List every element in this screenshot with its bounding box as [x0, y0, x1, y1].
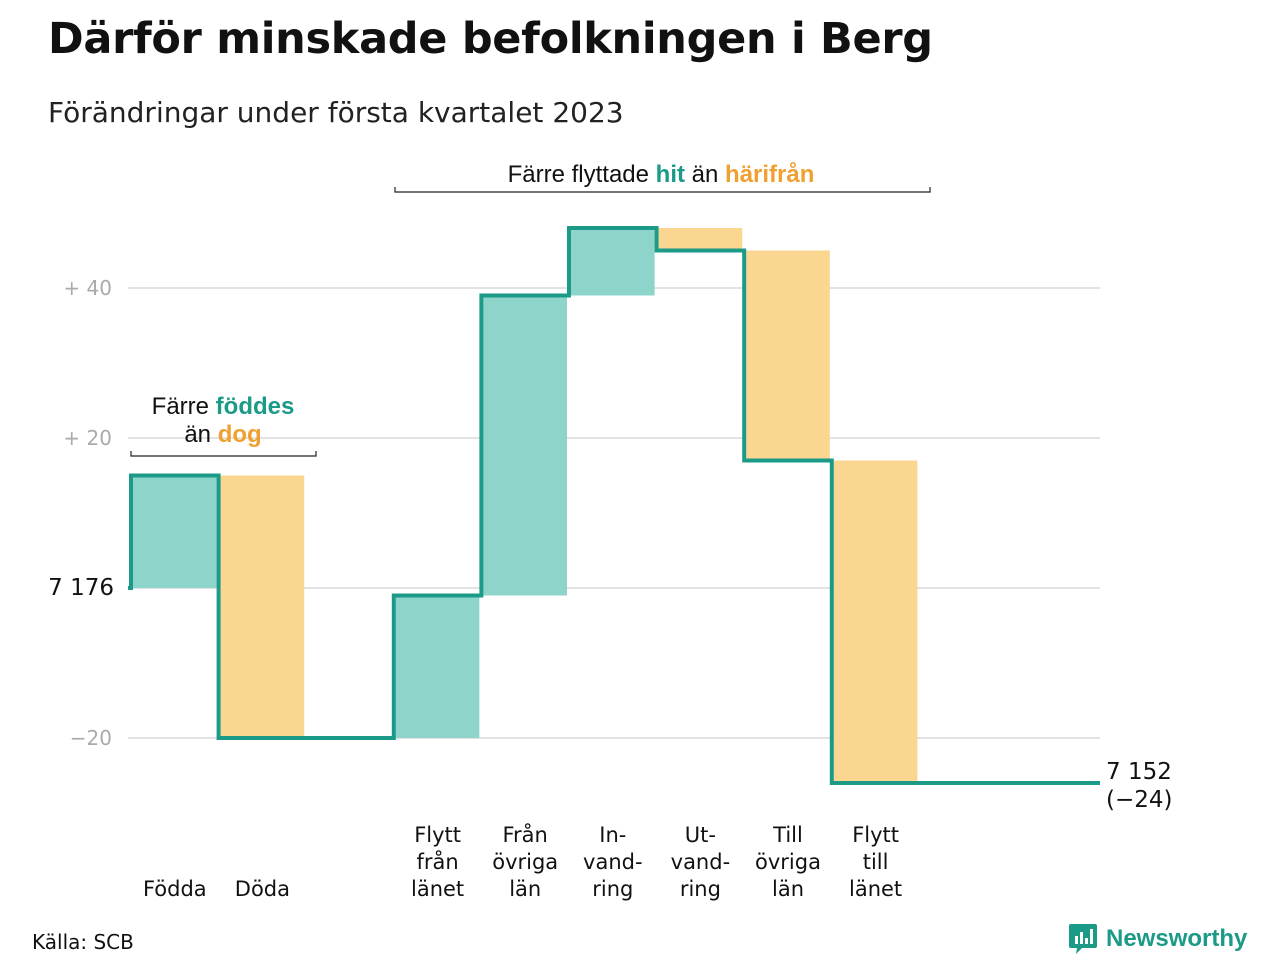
births-annotation-line1: Färre föddes	[152, 393, 295, 420]
chart-title: Därför minskade befolkningen i Berg	[48, 14, 933, 64]
bar-till_ovriga_lan	[746, 250, 830, 461]
migration-annotation: Färre flyttade hit än härifrån	[394, 161, 931, 193]
category-label-flytt_till_lanet: till	[863, 850, 889, 874]
category-label-invandring: vand-	[583, 850, 643, 874]
bar-doda	[220, 475, 305, 738]
brand-name: Newsworthy	[1106, 925, 1248, 952]
bar-fran_ovriga_lan	[483, 295, 567, 596]
category-label-till_ovriga_lan: län	[772, 877, 804, 901]
category-label-utvandring: ring	[680, 877, 721, 901]
level-line	[128, 226, 1100, 785]
migration-annotation-text: Färre flyttade hit än härifrån	[508, 161, 815, 188]
category-label-fran_ovriga_lan: övriga	[492, 850, 558, 874]
category-label-invandring: ring	[592, 877, 633, 901]
category-label-flytt_till_lanet: länet	[849, 877, 902, 901]
end-change-label: (−24)	[1106, 787, 1172, 813]
category-label-fran_ovriga_lan: Från	[503, 822, 548, 847]
start-value-label: 7 176	[48, 575, 114, 601]
births-annotation: Färre föddes än dog	[130, 393, 317, 457]
category-label-flytt_fran_lanet: Flytt	[414, 823, 461, 847]
category-label-flytt_till_lanet: Flytt	[852, 823, 899, 847]
bar-flytt_fran_lanet	[395, 595, 480, 738]
category-label-till_ovriga_lan: övriga	[755, 850, 821, 874]
bar-utvandring	[658, 228, 743, 251]
migration-annotation-bracket	[394, 187, 931, 193]
category-label-doda: Döda	[235, 877, 290, 901]
y-tick-label: + 40	[63, 276, 112, 300]
category-label-fran_ovriga_lan: län	[509, 877, 541, 901]
bar-flytt_till_lanet	[833, 460, 918, 783]
end-value-label: 7 152	[1106, 759, 1172, 785]
category-label-till_ovriga_lan: Till	[772, 823, 803, 847]
category-label-flytt_fran_lanet: från	[416, 849, 458, 874]
category-label-flytt_fran_lanet: länet	[411, 877, 464, 901]
y-tick-label: −20	[70, 726, 112, 750]
newsworthy-logo-icon	[1069, 924, 1097, 954]
population-level-line	[128, 226, 1100, 785]
category-label-invandring: In-	[599, 823, 626, 847]
bar-fodda	[133, 475, 217, 588]
y-tick-label: + 20	[63, 426, 112, 450]
births-annotation-line2: än dog	[184, 421, 261, 448]
chart-subtitle: Förändringar under första kvartalet 2023	[48, 96, 624, 129]
brand-logo: Newsworthy	[1068, 922, 1247, 956]
bar-invandring	[571, 228, 655, 296]
bars	[133, 228, 918, 783]
category-label-utvandring: vand-	[671, 850, 731, 874]
category-label-utvandring: Ut-	[685, 823, 716, 847]
births-annotation-bracket	[130, 451, 317, 457]
category-label-fodda: Födda	[143, 877, 207, 901]
source-note: Källa: SCB	[32, 930, 134, 954]
